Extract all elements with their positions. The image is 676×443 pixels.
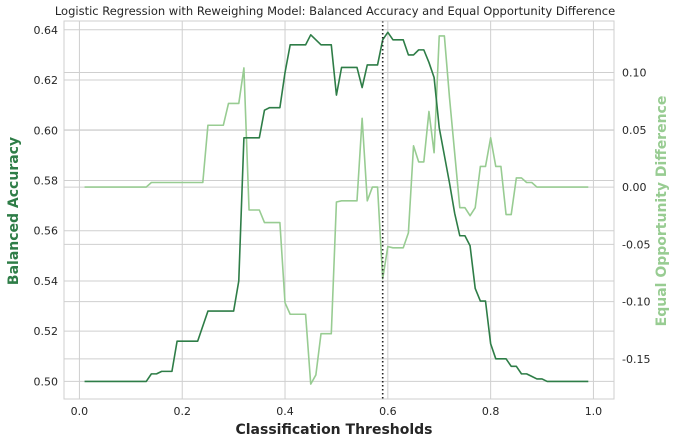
left-axis-label: Balanced Accuracy — [6, 137, 22, 285]
equal-opportunity-line — [84, 35, 589, 385]
right-axis-label: Equal Opportunity Difference — [654, 96, 670, 327]
left-tick-label: 0.56 — [34, 225, 59, 238]
left-tick-label: 0.62 — [34, 74, 59, 87]
right-tick-label: -0.15 — [622, 353, 650, 366]
right-tick-label: -0.05 — [622, 238, 650, 251]
left-tick-label: 0.52 — [34, 325, 59, 338]
x-tick-label: 1.0 — [585, 405, 603, 418]
left-tick-label: 0.54 — [34, 275, 59, 288]
x-axis-ticks: 0.0 0.2 0.4 0.6 0.8 1.0 — [71, 405, 603, 418]
plot-series — [84, 21, 589, 399]
balanced-accuracy-line — [84, 31, 589, 383]
x-tick-label: 0.6 — [379, 405, 397, 418]
left-tick-label: 0.60 — [34, 124, 59, 137]
left-tick-label: 0.50 — [34, 375, 59, 388]
chart-title: Logistic Regression with Reweighing Mode… — [55, 4, 615, 18]
left-tick-label: 0.64 — [34, 24, 59, 37]
left-axis-ticks: 0.50 0.52 0.54 0.56 0.58 0.60 0.62 0.64 — [34, 24, 59, 389]
x-tick-label: 0.0 — [71, 405, 89, 418]
x-tick-label: 0.2 — [173, 405, 191, 418]
x-axis-label: Classification Thresholds — [235, 422, 432, 438]
left-tick-label: 0.58 — [34, 174, 59, 187]
x-tick-label: 0.8 — [482, 405, 500, 418]
right-tick-label: 0.05 — [622, 124, 647, 137]
x-tick-label: 0.4 — [276, 405, 294, 418]
right-tick-label: 0.00 — [622, 181, 647, 194]
plot-frame — [63, 20, 615, 400]
right-tick-label: -0.10 — [622, 296, 650, 309]
right-axis-ticks: -0.15 -0.10 -0.05 0.00 0.05 0.10 — [622, 67, 650, 366]
right-tick-label: 0.10 — [622, 67, 647, 80]
